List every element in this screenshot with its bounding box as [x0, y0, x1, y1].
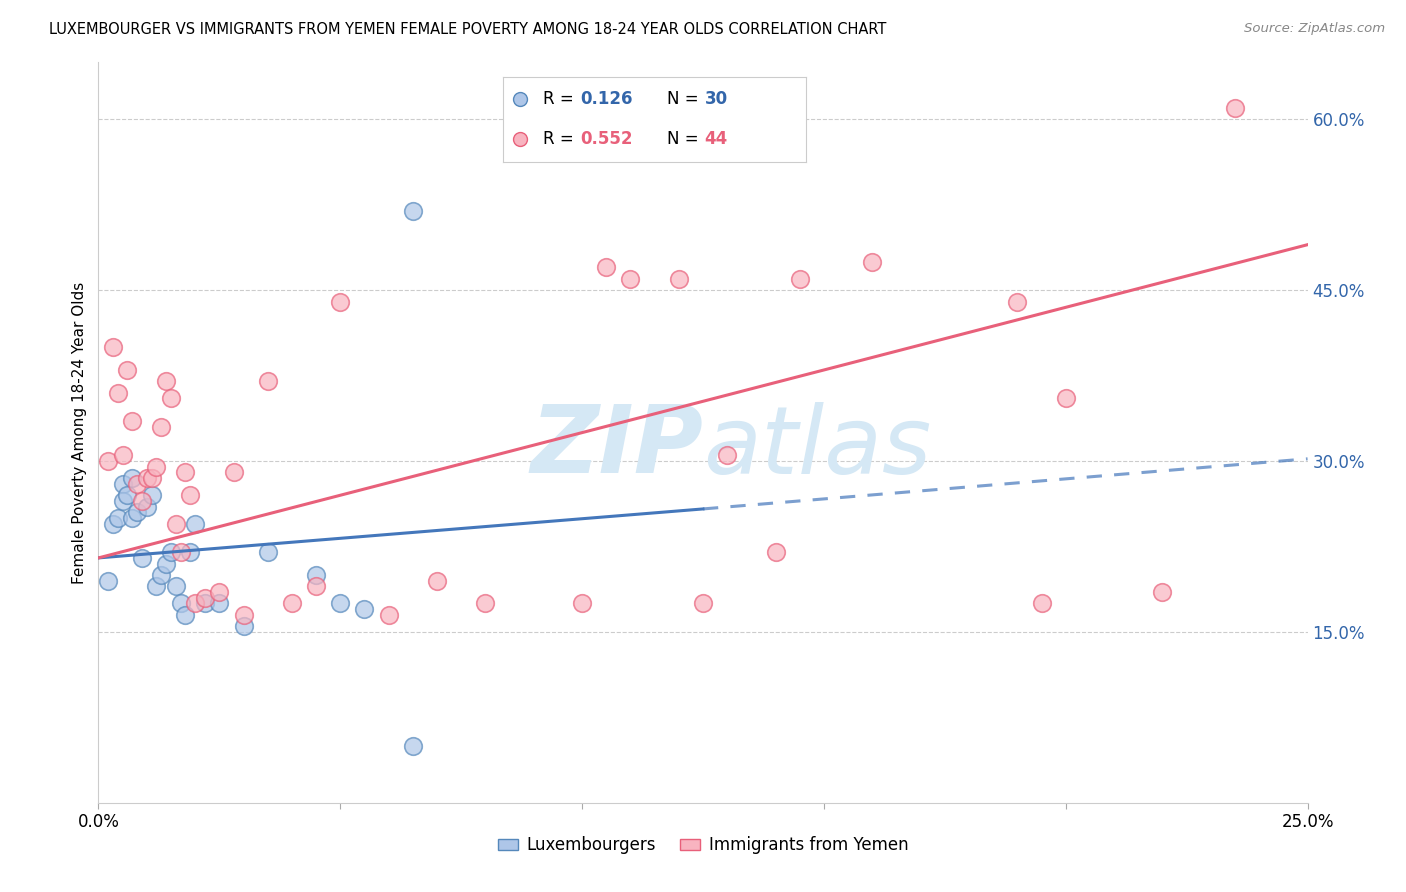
- Point: [141, 488, 163, 502]
- Point: [107, 511, 129, 525]
- Point: [145, 579, 167, 593]
- Point: [97, 574, 120, 588]
- Point: [179, 545, 201, 559]
- Point: [121, 511, 143, 525]
- Point: [208, 597, 231, 611]
- Point: [1152, 585, 1174, 599]
- Point: [194, 591, 217, 605]
- Point: [377, 607, 399, 622]
- Point: [184, 516, 207, 531]
- Point: [692, 597, 714, 611]
- Point: [222, 466, 245, 480]
- Point: [121, 471, 143, 485]
- Point: [474, 597, 496, 611]
- Point: [353, 602, 375, 616]
- Legend: Luxembourgers, Immigrants from Yemen: Luxembourgers, Immigrants from Yemen: [491, 830, 915, 861]
- Point: [117, 488, 139, 502]
- Point: [135, 500, 157, 514]
- Text: ZIP: ZIP: [530, 401, 703, 493]
- Point: [1223, 101, 1246, 115]
- Point: [860, 254, 883, 268]
- Point: [111, 449, 134, 463]
- Point: [101, 516, 124, 531]
- Point: [232, 619, 254, 633]
- Point: [121, 414, 143, 428]
- Point: [179, 488, 201, 502]
- Point: [789, 272, 811, 286]
- Point: [169, 597, 191, 611]
- Text: LUXEMBOURGER VS IMMIGRANTS FROM YEMEN FEMALE POVERTY AMONG 18-24 YEAR OLDS CORRE: LUXEMBOURGER VS IMMIGRANTS FROM YEMEN FE…: [49, 22, 887, 37]
- Point: [619, 272, 641, 286]
- Point: [232, 607, 254, 622]
- Point: [165, 579, 187, 593]
- Point: [135, 471, 157, 485]
- Point: [165, 516, 187, 531]
- Point: [131, 494, 153, 508]
- Point: [150, 568, 173, 582]
- Point: [208, 585, 231, 599]
- Point: [174, 466, 197, 480]
- Point: [160, 545, 183, 559]
- Point: [668, 272, 690, 286]
- Text: atlas: atlas: [703, 402, 931, 493]
- Point: [305, 579, 328, 593]
- Point: [101, 340, 124, 354]
- Point: [426, 574, 449, 588]
- Point: [150, 420, 173, 434]
- Point: [1031, 597, 1053, 611]
- Point: [127, 476, 149, 491]
- Point: [184, 597, 207, 611]
- Point: [256, 545, 278, 559]
- Point: [194, 597, 217, 611]
- Point: [145, 459, 167, 474]
- Point: [160, 392, 183, 406]
- Point: [1007, 294, 1029, 309]
- Point: [97, 454, 120, 468]
- Point: [256, 375, 278, 389]
- Point: [1054, 392, 1077, 406]
- Y-axis label: Female Poverty Among 18-24 Year Olds: Female Poverty Among 18-24 Year Olds: [72, 282, 87, 583]
- Point: [716, 449, 738, 463]
- Point: [402, 203, 425, 218]
- Point: [117, 363, 139, 377]
- Point: [155, 557, 177, 571]
- Point: [111, 476, 134, 491]
- Point: [127, 505, 149, 519]
- Point: [305, 568, 328, 582]
- Point: [281, 597, 304, 611]
- Point: [131, 550, 153, 565]
- Point: [329, 597, 352, 611]
- Point: [402, 739, 425, 753]
- Text: Source: ZipAtlas.com: Source: ZipAtlas.com: [1244, 22, 1385, 36]
- Point: [174, 607, 197, 622]
- Point: [107, 385, 129, 400]
- Point: [169, 545, 191, 559]
- Point: [765, 545, 787, 559]
- Point: [571, 597, 593, 611]
- Point: [329, 294, 352, 309]
- Point: [595, 260, 617, 275]
- Point: [155, 375, 177, 389]
- Point: [111, 494, 134, 508]
- Point: [141, 471, 163, 485]
